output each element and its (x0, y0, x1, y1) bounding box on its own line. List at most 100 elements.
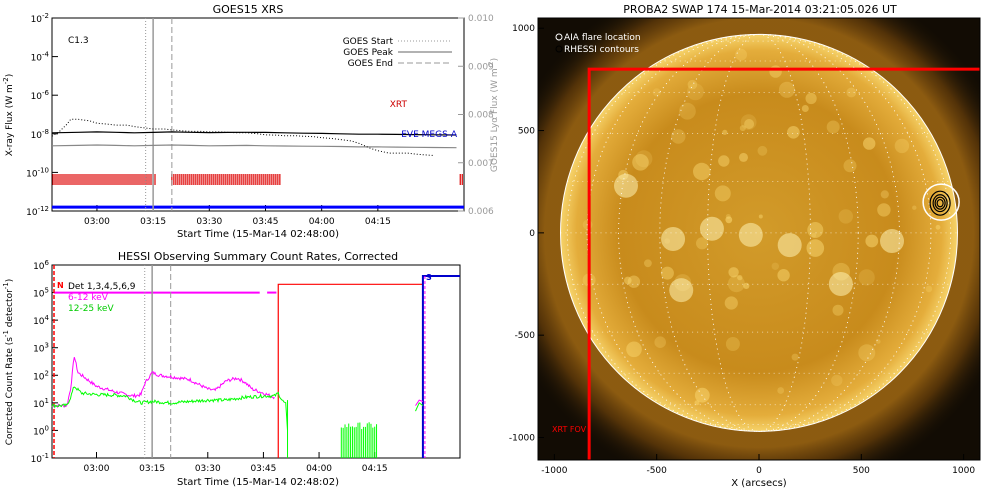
active-region-blob (877, 203, 891, 217)
swap-x-tick-label: -1000 (541, 466, 567, 476)
swap-legend-aia-marker (555, 33, 563, 41)
hessi-y-tick-label: 10-1 (31, 452, 49, 465)
active-region-bright (613, 173, 638, 198)
goes-y-right-tick-label: 0.006 (468, 207, 494, 217)
hessi-x-tick-label: 03:30 (195, 464, 221, 474)
swap-y-tick-label: 1000 (512, 24, 535, 34)
goes-flare-class: C1.3 (68, 36, 89, 46)
hessi-y-label: Corrected Count Rate (s-1 detector-1) (2, 279, 15, 446)
active-region-blob (787, 126, 800, 139)
rhessi-contour (929, 190, 951, 216)
hessi-spike (415, 402, 424, 412)
hessi-legend-det: Det 1,3,4,5,6,9 (68, 282, 136, 292)
rhessi-contour (936, 198, 944, 208)
active-region-blob (806, 239, 825, 257)
hessi-y-tick-label: 103 (33, 342, 49, 355)
active-region-blob (652, 88, 661, 97)
swap-y-tick-label: 0 (529, 229, 535, 239)
goes-x-tick-label: 03:45 (253, 217, 279, 227)
active-region-blob (865, 234, 879, 248)
active-region-blob (626, 341, 642, 358)
active-region-blob (728, 267, 739, 278)
swap-panel: PROBA2 SWAP 174 15-Mar-2014 03:21:05.026… (509, 3, 981, 489)
hessi-y-tick-label: 102 (33, 369, 49, 382)
active-region-blob (805, 92, 817, 105)
goes-y-tick-label: 10-10 (26, 166, 49, 179)
hessi-x-tick-label: 03:15 (139, 464, 165, 474)
active-region-blob (727, 275, 745, 293)
active-region-bright (661, 227, 686, 251)
swap-y-tick-label: -1000 (509, 433, 535, 443)
hessi-x-tick-label: 03:00 (84, 464, 110, 474)
active-region-blob (846, 87, 857, 98)
goes-series-line (51, 144, 457, 149)
hessi-high-energy-spikes (287, 399, 424, 458)
goes-y-right-tick-label: 0.010 (468, 14, 494, 24)
swap-y-axis: 1000 500 0 -500 -1000 (509, 24, 544, 443)
goes-x-tick-label: 03:00 (84, 217, 110, 227)
swap-fov-label: XRT FOV (552, 425, 587, 434)
active-region-blob (778, 81, 795, 98)
active-region-blob (696, 237, 709, 250)
active-region-blob (694, 400, 700, 406)
active-region-blob (894, 138, 910, 154)
active-region-blob (811, 232, 817, 238)
hessi-x-label: Start Time (15-Mar-14 02:48:02) (177, 477, 339, 488)
swap-x-tick-label: 1000 (952, 466, 975, 476)
aia-flare-location-marker (922, 183, 960, 221)
active-region-blob (722, 129, 728, 135)
goes-x-label: Start Time (15-Mar-14 02:48:00) (177, 229, 339, 240)
active-region-bright (828, 272, 853, 297)
active-region-blob (725, 216, 733, 224)
goes-legend-end: GOES End (348, 59, 393, 69)
active-region-blob (863, 137, 876, 150)
swap-x-tick-label: 500 (853, 466, 870, 476)
goes-series-line (51, 118, 435, 156)
swap-y-tick-label: -500 (515, 331, 536, 341)
active-region-bright (669, 278, 694, 303)
active-region-blob (735, 48, 747, 61)
active-region-blob (826, 120, 840, 134)
active-region-blob (737, 274, 743, 281)
active-region-blob (644, 259, 652, 268)
goes-series-line (51, 131, 457, 136)
active-region-blob (843, 159, 857, 173)
active-region-bright (777, 233, 802, 258)
hessi-y-tick-label: 101 (33, 397, 49, 410)
active-region-blob (807, 222, 824, 238)
hessi-y-tick-label: 105 (33, 287, 49, 300)
longitude-line (586, 33, 932, 432)
sun-active-regions (582, 48, 941, 406)
active-region-blob (687, 79, 698, 90)
goes-data (51, 18, 464, 211)
active-region-blob (739, 152, 748, 162)
hessi-x-tick-label: 04:00 (306, 464, 332, 474)
swap-legend-rhessi: RHESSI contours (564, 45, 639, 55)
hessi-series-line (51, 357, 275, 409)
active-region-blob (791, 353, 799, 361)
active-region-blob (679, 102, 696, 120)
active-region-bright (738, 222, 763, 247)
hessi-data (51, 265, 460, 458)
hessi-panel: HESSI Observing Summary Count Rates, Cor… (2, 250, 461, 488)
active-region-blob (757, 145, 768, 156)
active-region-bright (699, 216, 724, 241)
hessi-x-tick-label: 03:45 (250, 464, 276, 474)
rhessi-contour (934, 196, 946, 210)
hessi-saa-flag (421, 275, 460, 458)
goes-x-tick-label: 04:15 (365, 217, 391, 227)
goes-y-tick-label: 10-6 (31, 89, 50, 102)
hessi-y-tick-label: 106 (33, 259, 49, 272)
longitude-line (566, 33, 952, 432)
active-region-blob (632, 154, 649, 171)
swap-image (538, 18, 980, 460)
hessi-series-line (51, 386, 288, 431)
xrt-observation-interval (52, 174, 156, 185)
hessi-title: HESSI Observing Summary Count Rates, Cor… (118, 250, 398, 263)
active-region-blob (769, 65, 782, 78)
active-region-blob (660, 266, 674, 280)
swap-y-tick-label: 500 (518, 127, 535, 137)
hessi-legend-low: 6-12 keV (68, 293, 109, 303)
goes-y-tick-label: 10-8 (31, 128, 49, 141)
